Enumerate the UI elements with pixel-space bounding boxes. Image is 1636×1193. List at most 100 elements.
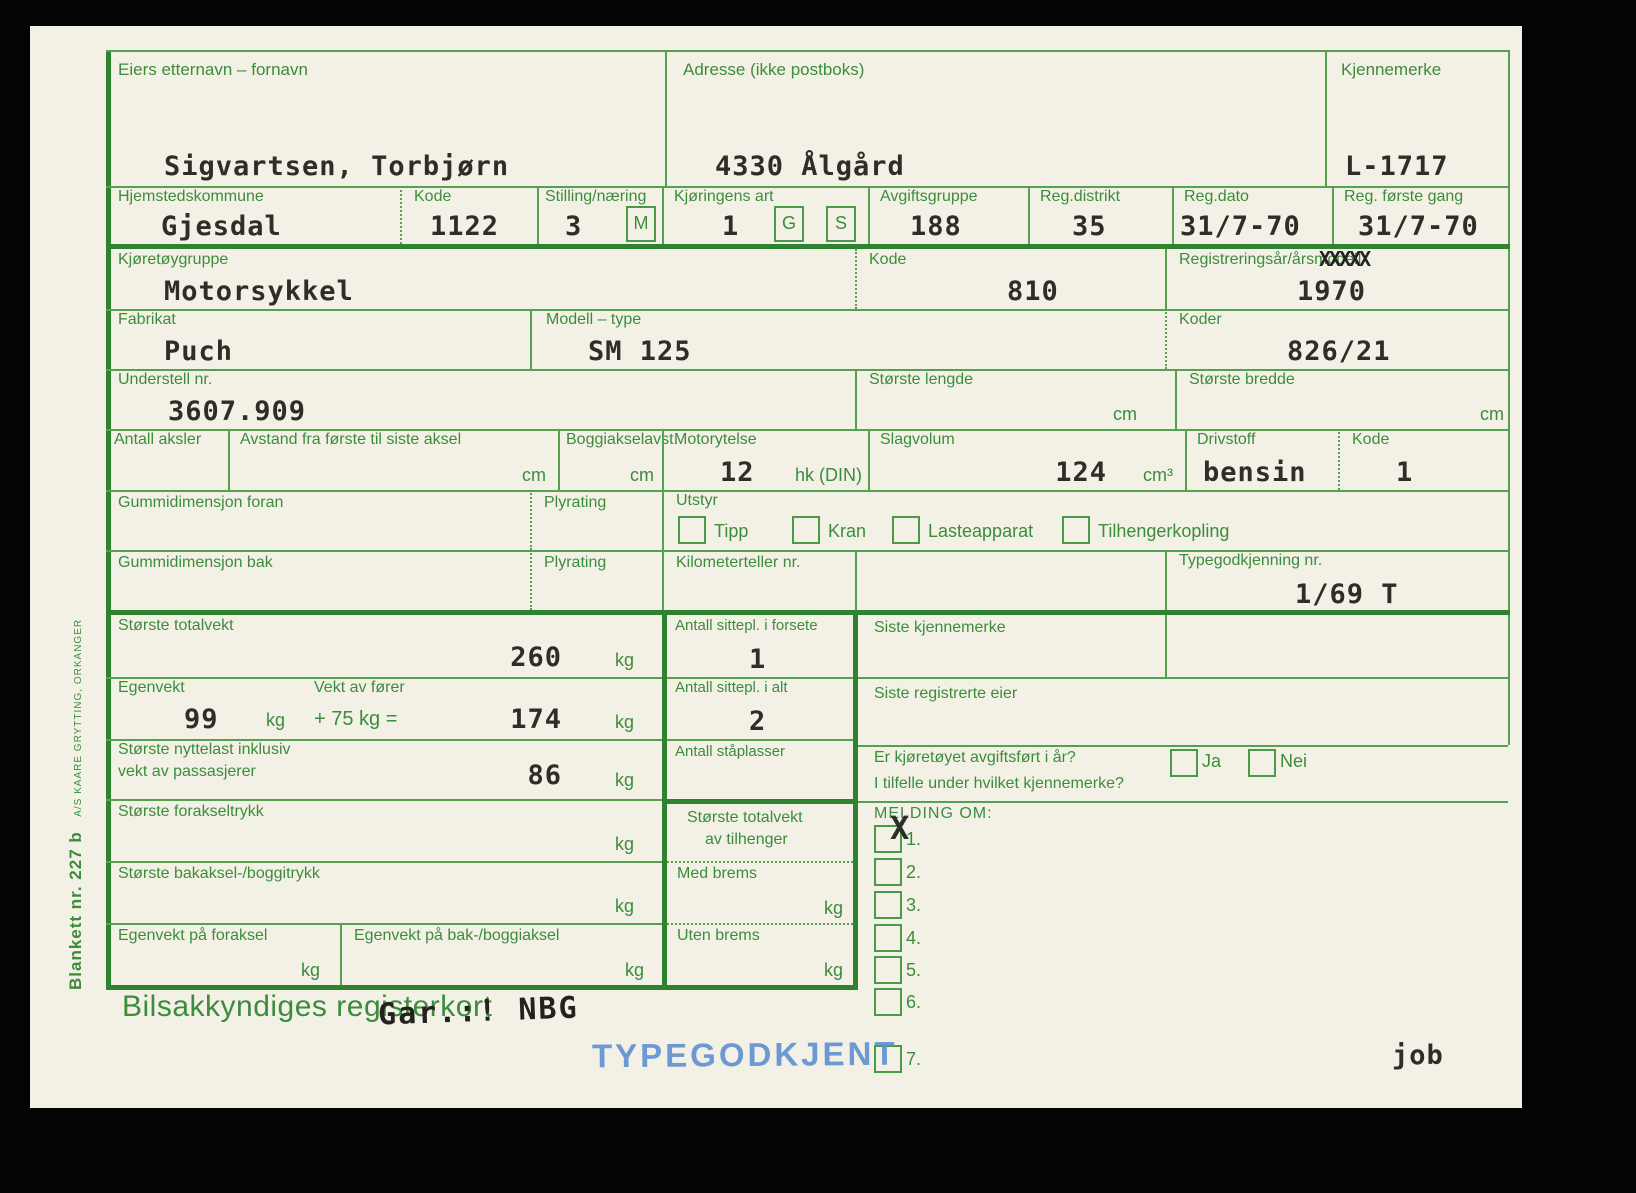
trailer-line1: Største totalvekt xyxy=(687,809,803,826)
odometer-label: Kilometerteller nr. xyxy=(676,554,801,571)
field-fuel: Drivstoff bensin xyxy=(1185,429,1340,490)
withoutbrakes-label: Uten brems xyxy=(677,927,760,944)
row-rearaxle: Største bakaksel-/boggitrykk kg xyxy=(106,861,662,925)
boggi-unit: cm xyxy=(630,465,654,485)
melding-label: MELDING OM: xyxy=(874,805,993,822)
melding-checkbox-6 xyxy=(874,988,902,1016)
payload-label2: vekt av passasjerer xyxy=(118,763,256,780)
garage-stamp: Gar.:! NBG xyxy=(377,990,580,1033)
curbrear-unit: kg xyxy=(624,960,644,980)
regfirst-value: 31/7-70 xyxy=(1358,211,1479,242)
field-tireback: Gummidimensjon bak xyxy=(106,550,530,610)
melding-block: MELDING OM: 1. 2. 3. 4. 5. 6. 7. X xyxy=(858,801,1508,1101)
rearaxle-label: Største bakaksel-/boggitrykk xyxy=(118,865,320,882)
seatstotal-label: Antall sittepl. i alt xyxy=(675,679,788,696)
middle-block-divider xyxy=(662,799,858,804)
length-unit: cm xyxy=(1113,404,1137,424)
row-chassis: Understell nr. 3607.909 Største lengde c… xyxy=(106,369,1510,431)
municipality-label: Hjemstedskommune xyxy=(118,188,264,205)
equipment-label-kran: Kran xyxy=(828,521,867,541)
equipment-checkbox-kran xyxy=(792,516,820,544)
trailer-line2: av tilhenger xyxy=(705,831,788,848)
fuel-value: bensin xyxy=(1203,457,1307,488)
make-value: Puch xyxy=(164,336,234,367)
municipality-value: Gjesdal xyxy=(161,211,282,242)
owner-label: Eiers etternavn – fornavn xyxy=(118,60,308,79)
taxquestion-line1: Er kjøretøyet avgiftsført i år? xyxy=(874,749,1076,766)
regdate-label: Reg.dato xyxy=(1184,188,1249,205)
row-withoutbrakes: Uten brems kg xyxy=(667,923,853,985)
maxweight-value: 260 xyxy=(510,642,562,673)
maxweight-label: Største totalvekt xyxy=(118,617,234,634)
field-displacement: Slagvolum 124 cm³ xyxy=(868,429,1187,490)
thick-divider-2 xyxy=(106,610,1510,615)
field-plyrating2: Plyrating xyxy=(530,550,664,610)
regyear-value: 1970 xyxy=(1297,276,1367,307)
model-label: Modell – type xyxy=(546,311,642,328)
power-unit: hk (DIN) xyxy=(795,465,862,485)
payload-value: 86 xyxy=(527,760,562,791)
left-thick-border xyxy=(106,50,111,990)
driverweight-label: Vekt av fører xyxy=(314,679,405,696)
withoutbrakes-unit: kg xyxy=(823,960,843,980)
taxquestion-checkbox-nei xyxy=(1248,749,1276,777)
row-make-model: Fabrikat Puch Modell – type SM 125 Koder… xyxy=(106,309,1510,371)
code1-label: Kode xyxy=(414,188,452,205)
driverweight-formula: + 75 kg = xyxy=(314,708,398,730)
displacement-unit: cm³ xyxy=(1143,465,1173,485)
frontaxle-label: Største forakseltrykk xyxy=(118,803,264,820)
row-trailer-header: Største totalvekt av tilhenger xyxy=(667,803,853,863)
taxgroup-value: 188 xyxy=(910,211,962,242)
boggi-label: Boggiakselavst. xyxy=(566,431,679,448)
equipment-label-tipp: Tipp xyxy=(714,521,749,541)
thick-divider-3 xyxy=(106,985,858,990)
equipment-label: Utstyr xyxy=(676,492,718,509)
field-code1: Kode 1122 xyxy=(400,186,539,244)
field-owner: Eiers etternavn – fornavn Sigvartsen, To… xyxy=(106,52,665,186)
code2-label: Kode xyxy=(869,251,907,268)
driving-label: Kjøringens art xyxy=(674,188,774,205)
code3-label: Kode xyxy=(1352,431,1390,448)
field-address: Adresse (ikke postboks) 4330 Ålgård xyxy=(665,52,1327,186)
maxweight-unit: kg xyxy=(614,650,634,670)
field-axles: Antall aksler xyxy=(106,429,228,490)
vehiclegroup-label: Kjøretøygruppe xyxy=(118,251,229,268)
plate-label: Kjennemerke xyxy=(1341,60,1442,79)
form-number-sidetext: Blankett nr. 227 b A/S KAARE GRYTTING, O… xyxy=(66,619,86,990)
withbrakes-unit: kg xyxy=(823,898,843,918)
codes-label: Koder xyxy=(1179,311,1222,328)
field-driving-type: Kjøringens art 1 G S xyxy=(662,186,870,244)
field-odometer-empty xyxy=(855,550,1167,610)
driverweight-value: 174 xyxy=(510,704,562,735)
field-equipment: Utstyr Tipp Kran Lasteapparat Tilhengerk… xyxy=(662,490,1512,550)
field-codes: Koder 826/21 xyxy=(1165,309,1512,369)
fuel-label: Drivstoff xyxy=(1197,431,1256,448)
plyrating1-label: Plyrating xyxy=(544,494,607,511)
regyear-strike: XXXXX xyxy=(1319,247,1371,271)
melding-item-7: 7. xyxy=(906,1049,922,1069)
driving-value: 1 xyxy=(722,211,740,242)
field-width: Største bredde cm xyxy=(1175,369,1512,429)
code3-value: 1 xyxy=(1396,457,1414,488)
power-value: 12 xyxy=(720,457,755,488)
equipment-checkbox-tipp xyxy=(678,516,706,544)
plate-value: L-1717 xyxy=(1345,151,1449,182)
field-plate: Kjennemerke L-1717 xyxy=(1325,52,1512,186)
driverweight-unit: kg xyxy=(614,712,634,732)
vehiclegroup-value: Motorsykkel xyxy=(164,276,354,307)
curbfront-unit: kg xyxy=(300,960,320,980)
field-power: Motorytelse 12 hk (DIN) xyxy=(662,429,870,490)
code1-value: 1122 xyxy=(430,211,500,242)
axledist-unit: cm xyxy=(522,465,546,485)
equipment-label-lasteapparat: Lasteapparat xyxy=(928,521,1034,541)
thick-divider-1 xyxy=(106,244,1510,249)
field-regdate: Reg.dato 31/7-70 xyxy=(1172,186,1334,244)
field-axledist: Avstand fra første til siste aksel cm xyxy=(228,429,560,490)
curbweight-unit: kg xyxy=(266,710,286,730)
typeapproval-value: 1/69 T xyxy=(1295,579,1399,610)
regdate-value: 31/7-70 xyxy=(1180,211,1301,242)
printer-credit: A/S KAARE GRYTTING, ORKANGER xyxy=(73,618,84,817)
field-position: Stilling/næring 3 M xyxy=(537,186,664,244)
melding-checkbox-1 xyxy=(874,825,902,853)
tireback-label: Gummidimensjon bak xyxy=(118,554,273,571)
